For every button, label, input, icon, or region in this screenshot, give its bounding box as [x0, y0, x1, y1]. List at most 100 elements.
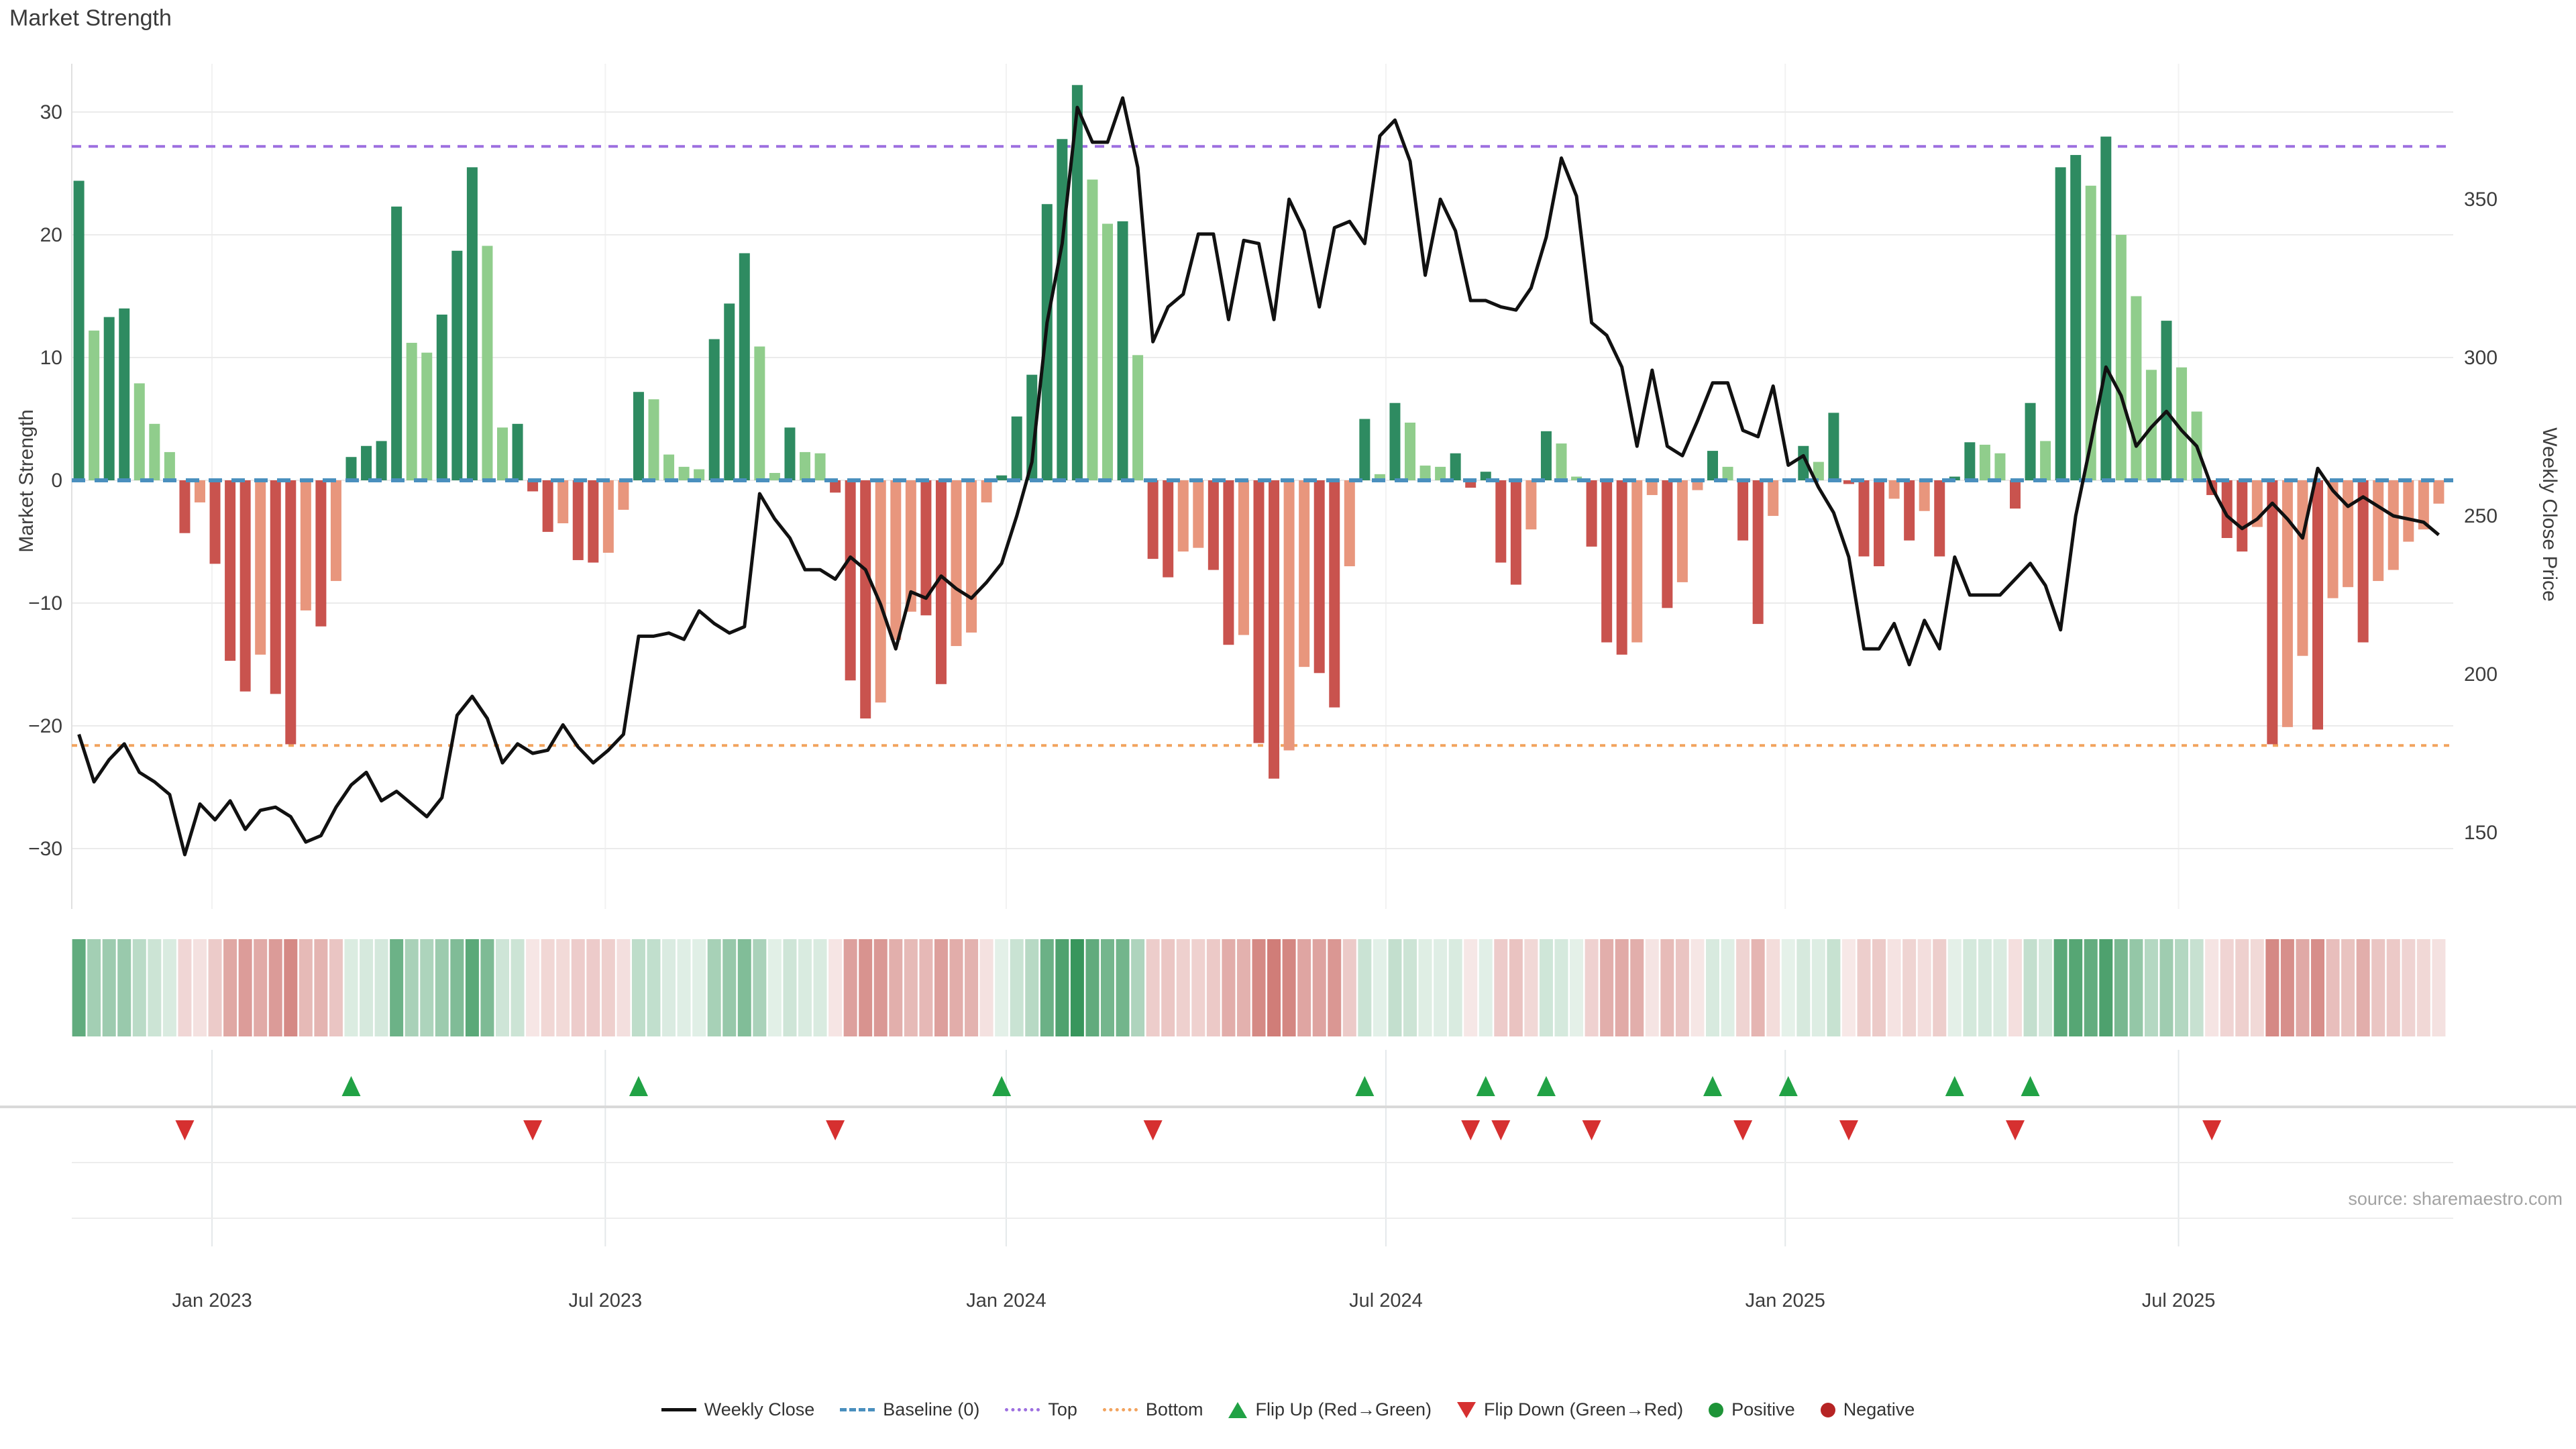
- heatmap-cell: [1388, 939, 1402, 1036]
- flip-down-marker-icon: [1491, 1120, 1511, 1140]
- right-axis-tick-label: 350: [2464, 189, 2498, 211]
- legend-item: Positive: [1709, 1399, 1795, 1420]
- legend-circle-icon: [1709, 1402, 1724, 1417]
- strength-bar: [1026, 374, 1038, 480]
- strength-bar: [1208, 480, 1219, 570]
- left-axis-tick-label: 0: [51, 470, 62, 492]
- strength-bar: [663, 454, 675, 480]
- flip-down-marker-icon: [175, 1120, 195, 1140]
- flip-down-marker-icon: [1461, 1120, 1481, 1140]
- strength-bar: [225, 480, 236, 661]
- heatmap-cell: [450, 939, 464, 1036]
- heatmap-cell: [889, 939, 903, 1036]
- heatmap-cell: [405, 939, 419, 1036]
- heatmap-cell: [1342, 939, 1356, 1036]
- strength-bar: [2327, 480, 2339, 598]
- strength-bar: [73, 180, 85, 480]
- flip-down-marker-icon: [2202, 1120, 2222, 1140]
- heatmap-cell: [1131, 939, 1145, 1036]
- heatmap-cell: [2205, 939, 2219, 1036]
- legend-label: Top: [1048, 1399, 1077, 1419]
- right-axis-tick-label: 200: [2464, 663, 2498, 686]
- strength-bar: [89, 330, 100, 480]
- strength-bar: [1299, 480, 1310, 667]
- strength-bar: [2237, 480, 2248, 552]
- heatmap-cell: [1524, 939, 1538, 1036]
- legend-item: Baseline (0): [840, 1399, 979, 1420]
- strength-bar: [542, 480, 553, 532]
- heatmap-cell: [722, 939, 737, 1036]
- heatmap-cell: [2311, 939, 2324, 1036]
- heatmap-cell: [465, 939, 479, 1036]
- left-axis-tick-label: 10: [40, 347, 62, 369]
- flip-down-marker-icon: [2006, 1120, 2025, 1140]
- flip-down-marker-icon: [1582, 1120, 1601, 1140]
- strength-bar: [1692, 480, 1703, 490]
- heatmap-cell: [526, 939, 540, 1036]
- strength-bar: [633, 392, 644, 480]
- heatmap-cell: [1479, 939, 1493, 1036]
- strength-bar: [2221, 480, 2233, 539]
- heatmap-cell: [208, 939, 222, 1036]
- heatmap-cell: [1766, 939, 1780, 1036]
- strength-bar: [1389, 402, 1401, 480]
- heatmap-cell: [1690, 939, 1705, 1036]
- heatmap-cell: [601, 939, 615, 1036]
- strength-bar: [2100, 136, 2112, 481]
- heatmap-cell: [1781, 939, 1795, 1036]
- strength-bar: [996, 475, 1008, 480]
- heatmap-cell: [193, 939, 207, 1036]
- strength-bar: [920, 480, 932, 616]
- heatmap-cell: [1585, 939, 1599, 1036]
- heatmap-cell: [2341, 939, 2355, 1036]
- heatmap-cell: [511, 939, 525, 1036]
- strength-bar: [935, 480, 947, 684]
- heatmap-cell: [132, 939, 146, 1036]
- heatmap-cell: [1146, 939, 1160, 1036]
- strength-bar: [1768, 480, 1779, 517]
- legend-circle-icon: [1820, 1402, 1835, 1417]
- heatmap-cell: [1191, 939, 1205, 1036]
- legend-item: Top: [1005, 1399, 1077, 1420]
- strength-bar: [1571, 476, 1582, 480]
- right-axis-tick-label: 300: [2464, 347, 2498, 369]
- strength-bar: [1269, 480, 1280, 779]
- heatmap-cell: [2190, 939, 2204, 1036]
- strength-bar: [1087, 179, 1098, 480]
- heatmap-cell: [571, 939, 585, 1036]
- heatmap-cell: [662, 939, 676, 1036]
- flip-up-marker-icon: [1355, 1076, 1375, 1096]
- strength-bar: [2070, 155, 2082, 481]
- strength-bar: [2387, 480, 2399, 570]
- heatmap-cell: [692, 939, 706, 1036]
- strength-bar: [1223, 480, 1234, 645]
- heatmap-cell: [2114, 939, 2128, 1036]
- source-attribution: source: sharemaestro.com: [2348, 1189, 2563, 1209]
- x-axis-tick-label: Jul 2023: [569, 1290, 643, 1311]
- heatmap-cell: [2280, 939, 2294, 1036]
- strength-bar: [2282, 480, 2293, 727]
- heatmap-cell: [647, 939, 661, 1036]
- strength-bar: [2040, 441, 2051, 480]
- heatmap-cell: [783, 939, 797, 1036]
- strength-bar: [133, 383, 145, 480]
- strength-bar: [2025, 402, 2036, 480]
- heatmap-cell: [1841, 939, 1856, 1036]
- legend-item: Bottom: [1102, 1399, 1203, 1420]
- heatmap-cell: [284, 939, 298, 1036]
- heatmap-cell: [631, 939, 645, 1036]
- x-axis-tick-label: Jul 2024: [1349, 1290, 1423, 1311]
- heatmap-cell: [1615, 939, 1629, 1036]
- strength-bar: [602, 480, 614, 553]
- strength-bar: [1964, 442, 1976, 480]
- strength-bar: [875, 480, 886, 703]
- heatmap-cell: [556, 939, 570, 1036]
- strength-bar: [1450, 453, 1461, 480]
- legend-label: Negative: [1843, 1399, 1915, 1419]
- legend-dotted-icon: [1102, 1408, 1138, 1411]
- flip-down-marker-icon: [826, 1120, 845, 1140]
- strength-bar: [482, 246, 493, 480]
- strength-bar: [1405, 422, 1415, 480]
- heatmap-cell: [677, 939, 691, 1036]
